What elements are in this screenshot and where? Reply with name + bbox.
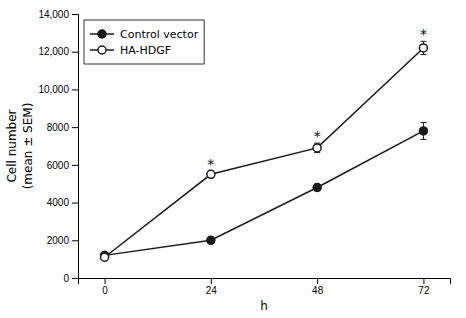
y-tick: 0	[63, 273, 78, 284]
y-tick-mark	[72, 278, 78, 279]
y-axis-line	[72, 15, 79, 279]
y-tick-label: 8000	[47, 122, 70, 133]
x-tick: 72	[418, 278, 430, 296]
legend-item: Control vector	[90, 28, 199, 41]
y-tick: 8000	[47, 122, 78, 133]
marker	[101, 253, 109, 261]
x-tick: 0	[102, 278, 108, 296]
x-tick-label: 0	[102, 285, 108, 296]
x-axis-line	[79, 279, 451, 285]
series	[101, 122, 428, 259]
series	[101, 41, 428, 261]
legend-box	[84, 20, 204, 64]
legend-marker	[98, 30, 106, 38]
x-tick: 24	[206, 278, 218, 296]
error-bar	[208, 171, 214, 178]
y-axis-title: Cell number(mean ± SEM)	[5, 103, 35, 190]
marker	[207, 236, 215, 244]
marks	[101, 41, 428, 261]
y-tick: 2000	[47, 235, 78, 246]
legend-label: HA-HDGF	[120, 44, 171, 57]
y-tick-mark	[72, 89, 78, 90]
line	[105, 131, 424, 255]
x-tick-mark	[105, 278, 106, 284]
chart: 0 24 48 72 0 2000 4000 6000 8000 10,000 12,000 14,0…	[0, 0, 466, 318]
y-tick-mark	[72, 240, 78, 241]
annotation: *	[420, 26, 427, 42]
x-tick-label: 48	[312, 285, 324, 296]
y-tick-mark	[72, 14, 78, 15]
y-tick-label: 4000	[47, 197, 70, 208]
x-tick-mark	[423, 278, 424, 284]
annotation: *	[207, 156, 214, 172]
annotations: * * *	[207, 26, 427, 172]
y-tick: 12,000	[38, 46, 78, 57]
error-bar	[420, 122, 426, 139]
y-tick-label: 0	[63, 273, 69, 284]
y-axis-title-line: Cell number	[5, 109, 19, 182]
marker	[313, 144, 321, 152]
plot: 0 24 48 72 0 2000 4000 6000 8000 10,000 12,000 14,0…	[5, 9, 451, 313]
y-tick-label: 12,000	[38, 46, 69, 57]
y-tick-label: 10,000	[38, 84, 69, 95]
error-bar	[420, 41, 426, 54]
y-axis: 0 2000 4000 6000 8000 10,000 12,000 14,000	[38, 9, 78, 284]
error-bar	[314, 184, 320, 191]
x-tick-mark	[317, 278, 318, 284]
y-tick-label: 2000	[47, 235, 70, 246]
legend: Control vector HA-HDGF	[84, 20, 204, 64]
x-axis: 0 24 48 72	[79, 278, 451, 296]
x-tick-label: 24	[206, 285, 218, 296]
y-tick: 14,000	[38, 9, 78, 20]
legend-marker	[98, 46, 106, 54]
x-tick-mark	[211, 278, 212, 284]
y-tick: 6000	[47, 160, 78, 171]
y-tick: 4000	[47, 197, 78, 208]
marker	[313, 183, 321, 191]
y-tick-mark	[72, 52, 78, 53]
marker	[419, 127, 427, 135]
y-tick: 10,000	[38, 84, 78, 95]
annotation: *	[314, 128, 321, 144]
y-axis-title-line: (mean ± SEM)	[21, 103, 35, 190]
y-tick-label: 14,000	[38, 9, 69, 20]
y-tick-label: 6000	[47, 160, 70, 171]
x-tick-label: 72	[418, 285, 430, 296]
marker	[419, 44, 427, 52]
error-bar	[314, 143, 320, 152]
y-tick-mark	[72, 127, 78, 128]
x-axis-title: h	[260, 299, 268, 313]
legend-item: HA-HDGF	[90, 44, 171, 57]
legend-label: Control vector	[120, 28, 199, 41]
line	[105, 48, 424, 257]
y-tick-mark	[72, 165, 78, 166]
x-tick: 48	[312, 278, 324, 296]
y-tick-mark	[72, 203, 78, 204]
